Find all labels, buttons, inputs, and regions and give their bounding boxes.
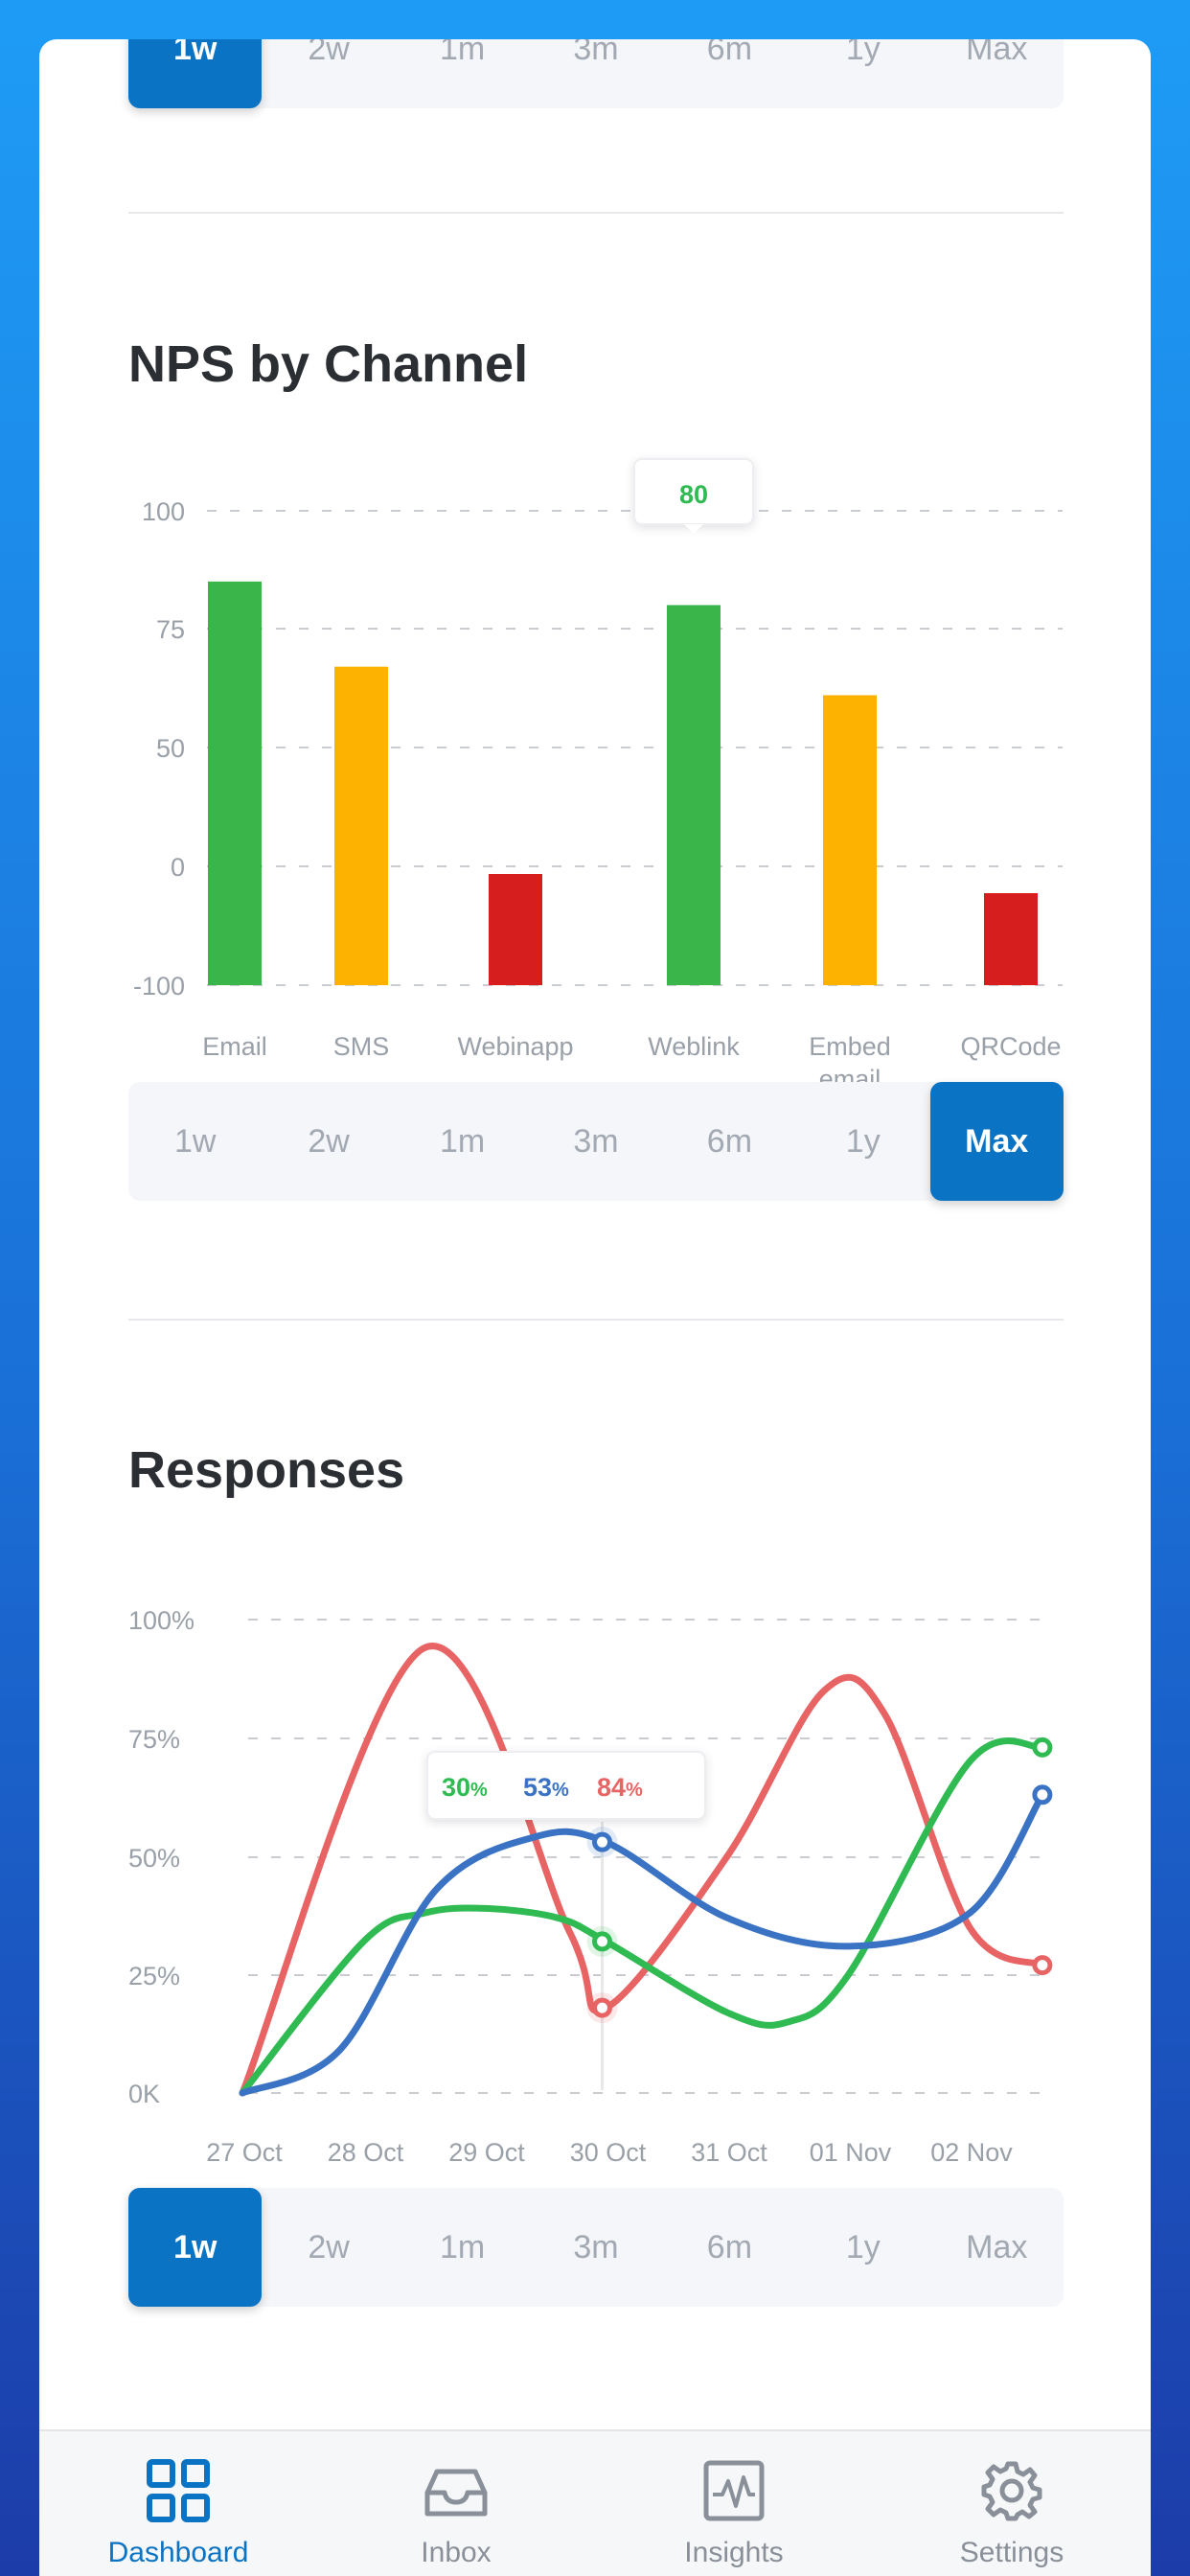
grid-icon [147,2459,210,2522]
range-option-6m[interactable]: 6m [706,39,753,67]
series-line-blue[interactable] [239,1791,1046,2097]
tooltip-value-blue: 53% [523,1773,569,1802]
y-tick-label: 50 [156,734,185,763]
responses-range-selector: 1w 2w 1m 3m 6m 1y Max [128,2188,1064,2307]
range-option-max[interactable]: Max [966,2228,1028,2266]
x-tick-label: SMS [333,1032,390,1061]
x-tick-label: 29 Oct [448,2138,525,2167]
tab-label: Dashboard [107,2537,249,2568]
tab-insights[interactable]: Insights [595,2431,873,2576]
dashboard-card: 1w 2w 1m 3m 6m 1y Max NPS by Channel 100 75 50 0 -… [39,39,1151,2576]
tab-dashboard[interactable]: Dashboard [39,2431,317,2576]
bar-tooltip: 80 [633,458,754,534]
gear-icon [981,2461,1042,2521]
x-tick-label: 02 Nov [930,2138,1013,2167]
x-tick-label: 30 Oct [570,2138,647,2167]
series-line-green[interactable] [239,1737,1046,2097]
bottom-tab-bar: Dashboard Inbox Insights Settings [39,2429,1151,2576]
y-tick-label: 0 [171,853,185,882]
bar-weblink[interactable] [667,605,721,985]
hover-point [592,1931,612,1952]
bar-sms[interactable] [334,666,388,985]
tab-label: Inbox [421,2537,492,2568]
responses-tooltip: 30% 53% 84% [426,1751,706,1820]
x-tick-label: Embed [809,1032,891,1061]
top-range-selector: 1w 2w 1m 3m 6m 1y Max [128,39,1064,108]
y-tick-label: 25% [128,1962,180,1990]
tab-inbox[interactable]: Inbox [317,2431,595,2576]
range-option-2w[interactable]: 2w [308,1122,350,1160]
tooltip-value-red: 84% [597,1773,643,1802]
range-option-1y[interactable]: 1y [845,1122,881,1160]
range-option-1w[interactable]: 1w [173,1122,217,1160]
range-option-6m[interactable]: 6m [706,2228,753,2266]
tooltip-value: 80 [679,480,708,509]
y-tick-label: 100% [128,1606,195,1635]
range-option-1m[interactable]: 1m [439,1122,486,1160]
divider [128,212,1064,214]
responses-title: Responses [128,1441,405,1499]
tab-label: Insights [684,2537,784,2568]
range-option-3m[interactable]: 3m [573,39,619,67]
range-option-1w[interactable]: 1w [128,39,263,108]
y-tick-label: 50% [128,1844,180,1873]
y-tick-label: 100 [142,497,185,526]
bar-qrcode[interactable] [984,893,1038,985]
series-line-red[interactable] [239,1643,1046,2097]
range-option-6m[interactable]: 6m [706,1122,753,1160]
range-option-2w[interactable]: 2w [308,39,350,67]
pulse-chart-icon [703,2460,765,2521]
nps-title: NPS by Channel [128,335,529,393]
bar-embed-email[interactable] [823,695,877,985]
range-option-max[interactable]: Max [966,39,1028,67]
tooltip-value-green: 30% [442,1773,488,1802]
hover-point [592,1997,612,2018]
y-tick-label: -100 [133,972,185,1000]
bar-email[interactable] [208,581,262,985]
y-tick-label: 75% [128,1725,180,1754]
range-option-2w[interactable]: 2w [308,2228,350,2266]
x-tick-label: Email [202,1032,267,1061]
range-option-1w[interactable]: 1w [128,2188,263,2307]
x-tick-label: 31 Oct [691,2138,767,2167]
tab-settings[interactable]: Settings [873,2431,1151,2576]
hover-point [592,1831,612,1852]
bar-webinapp[interactable] [489,874,542,985]
range-option-1m[interactable]: 1m [439,39,486,67]
x-tick-label: 27 Oct [206,2138,283,2167]
x-tick-label: 28 Oct [328,2138,404,2167]
x-tick-label: QRCode [960,1032,1061,1061]
y-tick-label: 75 [156,615,185,644]
nps-bar-chart: 100 75 50 0 -100 Email SMS Webinapp Weblink Embed… [133,458,1063,1093]
range-option-max[interactable]: Max [929,1082,1064,1201]
series-end-point [1032,1736,1053,1758]
tab-label: Settings [959,2537,1064,2568]
series-end-point [1032,1955,1053,1976]
range-option-1m[interactable]: 1m [439,2228,486,2266]
range-option-3m[interactable]: 3m [573,2228,619,2266]
nps-range-selector: 1w 2w 1m 3m 6m 1y Max [128,1082,1064,1201]
series-end-point [1032,1784,1053,1806]
x-tick-label: 01 Nov [810,2138,892,2167]
x-tick-label: Webinapp [457,1032,573,1061]
y-tick-label: 0K [128,2080,160,2108]
divider [128,1319,1064,1321]
responses-line-chart: 100% 75% 50% 25% 0K 27 Oct 28 Oct 29 Oct 30 Oct 3… [128,1606,1053,2167]
range-option-3m[interactable]: 3m [573,1122,619,1160]
range-option-1y[interactable]: 1y [845,2228,881,2266]
range-option-1y[interactable]: 1y [845,39,881,67]
x-tick-label: Weblink [648,1032,740,1061]
inbox-icon [424,2469,488,2517]
